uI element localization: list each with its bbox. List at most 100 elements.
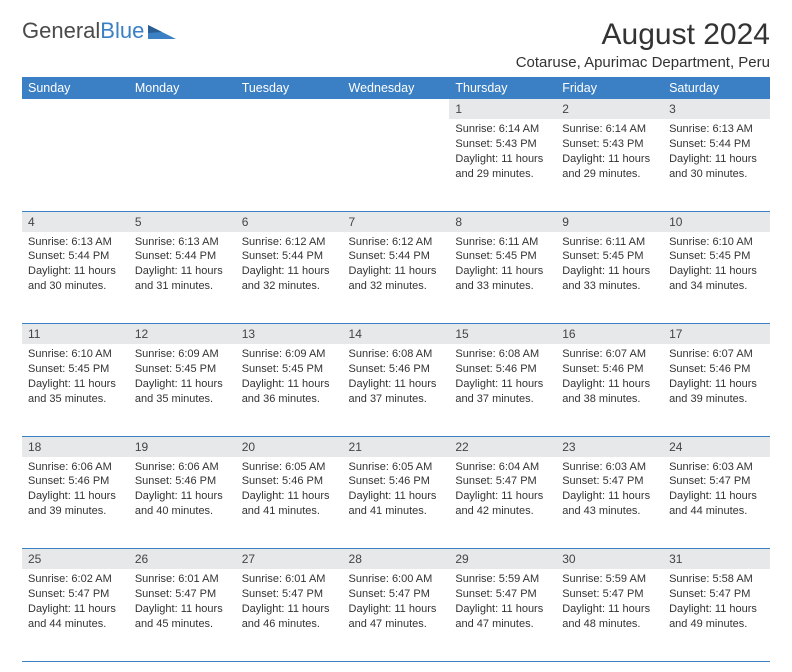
- day-number-cell: 14: [343, 324, 450, 345]
- daylight-line: Daylight: 11 hours and 46 minutes.: [242, 602, 337, 632]
- day-content-cell: Sunrise: 6:07 AMSunset: 5:46 PMDaylight:…: [556, 344, 663, 436]
- day-number-cell: 3: [663, 99, 770, 119]
- day-number-cell: 24: [663, 436, 770, 457]
- daylight-line: Daylight: 11 hours and 39 minutes.: [28, 489, 123, 519]
- day-content-cell: Sunrise: 6:06 AMSunset: 5:46 PMDaylight:…: [22, 457, 129, 549]
- day-content-cell: Sunrise: 6:09 AMSunset: 5:45 PMDaylight:…: [129, 344, 236, 436]
- day-number: 13: [236, 324, 343, 344]
- sunset-line: Sunset: 5:43 PM: [562, 137, 657, 152]
- day-number-cell: 11: [22, 324, 129, 345]
- sunrise-line: Sunrise: 6:04 AM: [455, 460, 550, 475]
- sunrise-line: Sunrise: 6:00 AM: [349, 572, 444, 587]
- sunset-line: Sunset: 5:46 PM: [349, 474, 444, 489]
- day-number: 29: [449, 549, 556, 569]
- day-number-cell: 20: [236, 436, 343, 457]
- day-content-cell: Sunrise: 6:05 AMSunset: 5:46 PMDaylight:…: [343, 457, 450, 549]
- daylight-line: Daylight: 11 hours and 41 minutes.: [242, 489, 337, 519]
- sunset-line: Sunset: 5:47 PM: [669, 587, 764, 602]
- sunset-line: Sunset: 5:47 PM: [455, 587, 550, 602]
- sunset-line: Sunset: 5:47 PM: [135, 587, 230, 602]
- day-content-cell: Sunrise: 6:06 AMSunset: 5:46 PMDaylight:…: [129, 457, 236, 549]
- daylight-line: Daylight: 11 hours and 35 minutes.: [135, 377, 230, 407]
- day-number-cell: 28: [343, 549, 450, 570]
- sunrise-line: Sunrise: 6:06 AM: [135, 460, 230, 475]
- sunrise-line: Sunrise: 6:13 AM: [28, 235, 123, 250]
- day-content-cell: Sunrise: 6:07 AMSunset: 5:46 PMDaylight:…: [663, 344, 770, 436]
- weekday-header: Tuesday: [236, 77, 343, 99]
- day-number: 2: [556, 99, 663, 119]
- day-number: 30: [556, 549, 663, 569]
- sunset-line: Sunset: 5:47 PM: [562, 587, 657, 602]
- daylight-line: Daylight: 11 hours and 29 minutes.: [562, 152, 657, 182]
- day-number: 28: [343, 549, 450, 569]
- title-block: August 2024 Cotaruse, Apurimac Departmen…: [516, 18, 770, 71]
- sunrise-line: Sunrise: 6:14 AM: [562, 122, 657, 137]
- sunrise-line: Sunrise: 6:10 AM: [669, 235, 764, 250]
- day-number-cell: 10: [663, 211, 770, 232]
- sunrise-line: Sunrise: 6:11 AM: [455, 235, 550, 250]
- sunset-line: Sunset: 5:46 PM: [349, 362, 444, 377]
- brand-logo: GeneralBlue: [22, 18, 176, 44]
- day-content-cell: Sunrise: 5:59 AMSunset: 5:47 PMDaylight:…: [556, 569, 663, 661]
- location-text: Cotaruse, Apurimac Department, Peru: [516, 54, 770, 71]
- day-number: 9: [556, 212, 663, 232]
- day-content-cell: Sunrise: 6:01 AMSunset: 5:47 PMDaylight:…: [236, 569, 343, 661]
- day-number-cell: 30: [556, 549, 663, 570]
- day-number: 10: [663, 212, 770, 232]
- daylight-line: Daylight: 11 hours and 47 minutes.: [349, 602, 444, 632]
- day-number: 17: [663, 324, 770, 344]
- sunset-line: Sunset: 5:45 PM: [242, 362, 337, 377]
- day-number-cell: 4: [22, 211, 129, 232]
- day-number-cell: 31: [663, 549, 770, 570]
- daylight-line: Daylight: 11 hours and 44 minutes.: [669, 489, 764, 519]
- day-content-cell: [236, 119, 343, 211]
- calendar-body: 123Sunrise: 6:14 AMSunset: 5:43 PMDaylig…: [22, 99, 770, 661]
- sunset-line: Sunset: 5:47 PM: [349, 587, 444, 602]
- day-number: 16: [556, 324, 663, 344]
- day-content-cell: Sunrise: 6:08 AMSunset: 5:46 PMDaylight:…: [449, 344, 556, 436]
- day-number-cell: 2: [556, 99, 663, 119]
- day-content-cell: Sunrise: 6:13 AMSunset: 5:44 PMDaylight:…: [663, 119, 770, 211]
- daylight-line: Daylight: 11 hours and 37 minutes.: [455, 377, 550, 407]
- sunrise-line: Sunrise: 5:58 AM: [669, 572, 764, 587]
- day-number-cell: 7: [343, 211, 450, 232]
- day-content-cell: Sunrise: 6:12 AMSunset: 5:44 PMDaylight:…: [236, 232, 343, 324]
- day-number: 12: [129, 324, 236, 344]
- sunset-line: Sunset: 5:45 PM: [562, 249, 657, 264]
- day-number: 22: [449, 437, 556, 457]
- day-number-cell: 1: [449, 99, 556, 119]
- sunset-line: Sunset: 5:44 PM: [28, 249, 123, 264]
- day-number: 21: [343, 437, 450, 457]
- sunset-line: Sunset: 5:47 PM: [28, 587, 123, 602]
- day-content-cell: Sunrise: 6:04 AMSunset: 5:47 PMDaylight:…: [449, 457, 556, 549]
- day-number-cell: 9: [556, 211, 663, 232]
- day-number-cell: [343, 99, 450, 119]
- daylight-line: Daylight: 11 hours and 37 minutes.: [349, 377, 444, 407]
- day-number-row: 123: [22, 99, 770, 119]
- day-content-cell: [22, 119, 129, 211]
- day-content-cell: [343, 119, 450, 211]
- day-content-cell: Sunrise: 6:03 AMSunset: 5:47 PMDaylight:…: [556, 457, 663, 549]
- day-content-cell: Sunrise: 6:10 AMSunset: 5:45 PMDaylight:…: [663, 232, 770, 324]
- day-content-cell: Sunrise: 6:01 AMSunset: 5:47 PMDaylight:…: [129, 569, 236, 661]
- day-number-cell: 18: [22, 436, 129, 457]
- daylight-line: Daylight: 11 hours and 30 minutes.: [28, 264, 123, 294]
- sunset-line: Sunset: 5:43 PM: [455, 137, 550, 152]
- page-title: August 2024: [516, 18, 770, 52]
- day-content-cell: Sunrise: 6:10 AMSunset: 5:45 PMDaylight:…: [22, 344, 129, 436]
- day-number: 25: [22, 549, 129, 569]
- day-number-cell: [22, 99, 129, 119]
- daylight-line: Daylight: 11 hours and 47 minutes.: [455, 602, 550, 632]
- daylight-line: Daylight: 11 hours and 32 minutes.: [349, 264, 444, 294]
- daylight-line: Daylight: 11 hours and 34 minutes.: [669, 264, 764, 294]
- day-number-cell: 12: [129, 324, 236, 345]
- day-number-cell: 15: [449, 324, 556, 345]
- sunrise-line: Sunrise: 6:03 AM: [562, 460, 657, 475]
- sunrise-line: Sunrise: 6:12 AM: [349, 235, 444, 250]
- daylight-line: Daylight: 11 hours and 42 minutes.: [455, 489, 550, 519]
- sunrise-line: Sunrise: 6:03 AM: [669, 460, 764, 475]
- day-content-cell: Sunrise: 6:03 AMSunset: 5:47 PMDaylight:…: [663, 457, 770, 549]
- sunrise-line: Sunrise: 6:07 AM: [562, 347, 657, 362]
- day-number-cell: 17: [663, 324, 770, 345]
- day-number: 15: [449, 324, 556, 344]
